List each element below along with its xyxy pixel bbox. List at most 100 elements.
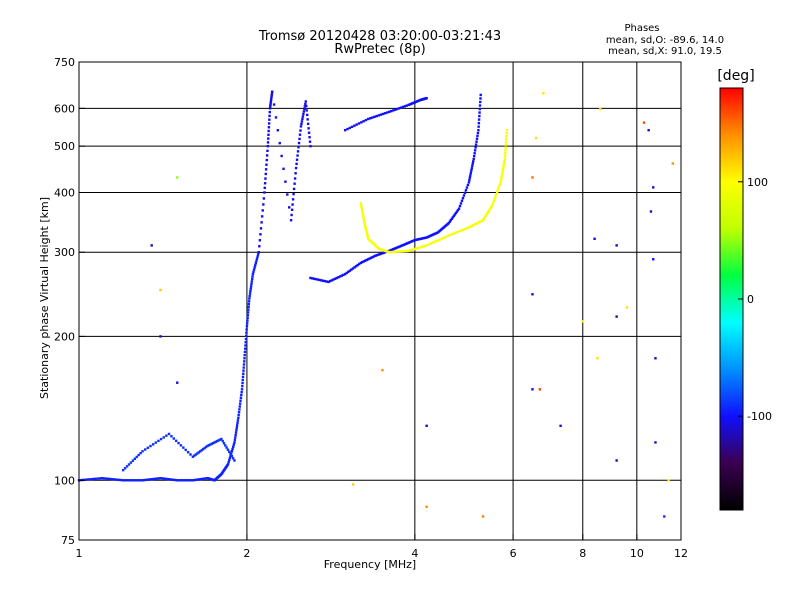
- trace-point-o_ray_F_low: [389, 249, 392, 252]
- trace-point-x_ray_F_low: [483, 216, 487, 219]
- trace-point-spread_F_column: [308, 140, 312, 143]
- trace-point-low_scatter: [203, 446, 206, 450]
- trace-point-o_ray_F_low: [321, 279, 325, 282]
- trace-point-spread_F_column: [291, 198, 295, 201]
- trace-point-x_ray_F_low: [397, 250, 401, 253]
- trace-point-o_ray_E: [186, 479, 190, 482]
- trace-point-low_scatter: [141, 450, 144, 453]
- trace-point-low_scatter: [209, 443, 212, 446]
- trace-point-low_scatter: [226, 448, 230, 451]
- trace-point-o_ray_E: [182, 479, 185, 482]
- trace-point-o_ray_E: [127, 479, 131, 482]
- trace-point-o_ray_E: [188, 479, 191, 482]
- trace-point-o_ray_E: [200, 477, 203, 481]
- trace-point-o_ray_F_low: [448, 220, 451, 223]
- trace-point-x_ray_F_low: [425, 244, 428, 247]
- trace-point-x_ray_F_low: [416, 246, 419, 250]
- trace-point-x_ray_F_low: [495, 190, 499, 193]
- trace-point-spread_F_column: [280, 154, 283, 158]
- trace-point-o_ray_E: [204, 477, 208, 480]
- trace-point-spread_F_column: [278, 141, 281, 145]
- trace-point-o_ray_E: [98, 477, 101, 480]
- trace-point-low_scatter: [133, 457, 137, 461]
- trace-point-o_ray_E: [139, 479, 142, 482]
- y-tick-label: 75: [61, 534, 75, 547]
- trace-point-o_ray_E: [191, 479, 195, 482]
- trace-point-o_ray_F_low: [473, 152, 476, 155]
- trace-point-spread_F_column: [269, 102, 272, 105]
- trace-point-x_ray_F_low: [457, 230, 461, 233]
- trace-point-o_ray_F_upper: [362, 120, 365, 123]
- trace-point-o_ray_F_low: [469, 174, 472, 177]
- trace-point-o_ray_F_low: [407, 241, 410, 244]
- trace-point-o_ray_F_low: [311, 277, 314, 280]
- scatter-point: [599, 107, 602, 111]
- trace-point-spread_F_column: [260, 215, 264, 218]
- trace-point-o_ray_F_low: [403, 243, 407, 246]
- trace-point-o_ray_F_low: [466, 183, 470, 187]
- trace-point-o_ray_F_low: [412, 239, 415, 242]
- trace-point-o_ray_F_low: [463, 191, 467, 195]
- trace-point-o_ray_E: [227, 460, 230, 464]
- trace-point-o_ray_F_upper: [379, 113, 383, 116]
- trace-point-o_ray_F_upper: [364, 118, 368, 122]
- trace-point-x_ray_F_low: [418, 246, 421, 249]
- trace-point-o_ray_E: [233, 441, 236, 444]
- trace-point-x_ray_F_low: [432, 241, 435, 244]
- trace-point-low_scatter: [193, 454, 196, 457]
- trace-point-o_ray_F_upper: [393, 108, 397, 111]
- trace-point-o_ray_F_low: [470, 169, 473, 172]
- trace-point-spread_F_column: [294, 172, 297, 175]
- trace-point-low_scatter: [220, 437, 223, 441]
- trace-point-o_ray_F_upper: [343, 128, 347, 132]
- trace-point-low_scatter: [196, 452, 199, 455]
- trace-point-o_ray_F_low: [356, 263, 359, 267]
- trace-point-o_ray_F_low: [378, 253, 381, 256]
- trace-point-o_ray_E: [180, 479, 184, 482]
- trace-point-low_scatter: [210, 442, 213, 446]
- trace-point-o_ray_E: [232, 445, 235, 449]
- trace-point-spread_F_column: [298, 133, 302, 136]
- trace-point-x_ray_F_low: [502, 164, 505, 168]
- trace-point-low_scatter: [213, 441, 216, 444]
- trace-point-spread_F_column: [308, 136, 311, 139]
- trace-point-spread_F_column: [297, 146, 300, 149]
- trace-point-spread_F_column: [264, 168, 268, 171]
- trace-point-x_ray_F_low: [502, 162, 506, 165]
- trace-point-o_ray_E: [179, 479, 182, 482]
- trace-point-o_ray_F_upper: [355, 123, 358, 126]
- trace-point-low_scatter: [230, 454, 234, 458]
- trace-point-o_ray_E: [235, 424, 239, 427]
- trace-point-x_ray_F_low: [438, 238, 442, 241]
- scatter-point: [593, 237, 596, 241]
- trace-point-x_ray_F_low: [496, 188, 500, 191]
- trace-point-x_ray_F_low: [364, 226, 367, 230]
- trace-point-o_ray_F_low: [363, 259, 367, 262]
- phases-title: Phases: [624, 23, 659, 34]
- trace-point-low_scatter: [179, 444, 183, 447]
- trace-point-spread_F_column: [298, 137, 301, 141]
- trace-point-o_ray_F_low: [362, 260, 365, 263]
- trace-point-low_scatter: [167, 432, 171, 436]
- trace-point-x_ray_F_low: [421, 245, 425, 248]
- trace-point-o_ray_F_low: [449, 219, 452, 222]
- trace-point-o_ray_F_upper: [397, 107, 401, 110]
- trace-point-low_scatter: [194, 453, 198, 456]
- trace-point-o_ray_E: [185, 479, 188, 482]
- trace-point-low_scatter: [121, 468, 125, 472]
- trace-point-x_ray_F_low: [501, 171, 504, 175]
- trace-point-spread_F_column: [261, 209, 264, 212]
- trace-point-o_ray_F_low: [381, 252, 384, 255]
- trace-point-o_ray_F_low: [402, 243, 405, 247]
- trace-point-spread_F_column: [262, 197, 266, 200]
- trace-point-o_ray_F_upper: [411, 102, 414, 105]
- scatter-point: [176, 381, 179, 384]
- trace-point-x_ray_F_low: [455, 231, 458, 234]
- trace-point-o_ray_F_low: [472, 160, 475, 163]
- trace-point-o_ray_F_upper: [392, 109, 395, 112]
- trace-point-o_ray_F_low: [320, 279, 323, 282]
- trace-point-o_ray_F_low: [398, 245, 402, 248]
- trace-point-o_ray_E: [193, 478, 196, 482]
- trace-point-o_ray_F_low: [451, 216, 455, 219]
